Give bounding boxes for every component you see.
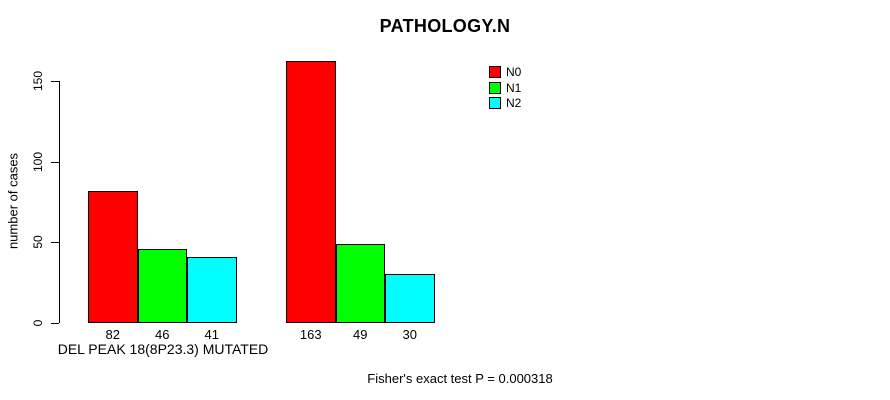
bar-value-label: 41 xyxy=(204,327,219,342)
chart-title: PATHOLOGY.N xyxy=(379,16,511,36)
legend-swatch-N2 xyxy=(489,97,501,109)
bar-N0-group2 xyxy=(286,60,336,324)
legend-label-N0: N0 xyxy=(506,65,522,79)
legend-swatch-N1 xyxy=(489,81,501,94)
bar-N2-group1 xyxy=(187,256,237,324)
y-axis-tick xyxy=(51,81,59,83)
y-axis-tick-label: 100 xyxy=(31,151,45,172)
y-axis-label: number of cases xyxy=(5,152,21,250)
bar-N1-group1 xyxy=(137,248,187,324)
legend-label-N2: N2 xyxy=(506,96,522,110)
bar-value-label: 163 xyxy=(299,327,322,342)
y-axis-tick-label: 0 xyxy=(31,319,45,326)
stat-annotation: Fisher's exact test P = 0.000318 xyxy=(367,371,553,386)
x-axis-label: DEL PEAK 18(8P23.3) MUTATED xyxy=(57,341,269,357)
bar-N0-group1 xyxy=(88,190,138,324)
bar-value-label: 30 xyxy=(402,327,417,342)
y-axis-tick-label: 150 xyxy=(31,71,45,92)
bar-value-label: 46 xyxy=(155,327,170,342)
y-axis-tick xyxy=(51,322,59,324)
y-axis-tick xyxy=(51,161,59,163)
bar-value-label: 82 xyxy=(105,327,120,342)
legend-swatch-N0 xyxy=(489,66,501,78)
y-axis-tick-label: 50 xyxy=(31,235,45,249)
bar-value-label: 49 xyxy=(353,327,368,342)
y-axis-line xyxy=(59,81,60,324)
bar-N1-group2 xyxy=(335,243,385,324)
y-axis-tick xyxy=(51,242,59,244)
legend-label-N1: N1 xyxy=(506,80,522,95)
bar-N2-group2 xyxy=(385,274,435,324)
